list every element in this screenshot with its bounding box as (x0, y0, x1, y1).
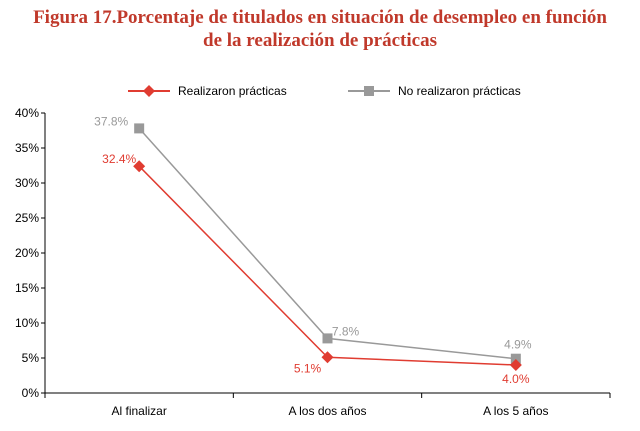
legend-label-no-realizaron: No realizaron prácticas (398, 84, 521, 98)
y-tick-label: 0% (22, 386, 40, 400)
chart-title-line-1: Figura 17.Porcentaje de titulados en sit… (33, 7, 607, 28)
y-tick-label: 25% (15, 211, 39, 225)
legend-label-realizaron: Realizaron prácticas (178, 84, 287, 98)
y-tick-label: 35% (15, 141, 39, 155)
y-tick-label: 30% (15, 176, 39, 190)
data-point-realizaron (321, 351, 334, 364)
y-tick-label: 15% (15, 281, 39, 295)
y-tick-label: 40% (15, 106, 39, 120)
chart-title: Figura 17.Porcentaje de titulados en sit… (0, 6, 640, 52)
chart-title-line-2: de la realización de prácticas (203, 30, 437, 51)
data-point-realizaron (509, 359, 522, 371)
y-tick-label: 20% (15, 246, 39, 260)
series-line-no-realizaron (138, 127, 516, 360)
data-label-realizaron: 32.4% (102, 152, 136, 166)
data-point-no-realizaron (134, 123, 145, 134)
data-label-no-realizaron: 4.9% (504, 338, 532, 352)
data-label-realizaron: 4.0% (502, 372, 530, 386)
y-tick-label: 10% (15, 316, 39, 330)
data-point-realizaron (133, 160, 146, 173)
x-tick-label: Al finalizar (111, 404, 166, 418)
legend-marker-realizaron (143, 85, 155, 97)
x-tick-label: A los 5 años (483, 404, 548, 418)
data-label-no-realizaron: 37.8% (94, 114, 128, 128)
data-label-no-realizaron: 7.8% (332, 324, 360, 338)
data-label-realizaron: 5.1% (294, 361, 322, 375)
data-point-no-realizaron (322, 333, 333, 344)
legend-marker-no-realizaron (364, 86, 374, 96)
data-point-no-realizaron (510, 353, 521, 364)
x-tick-label: A los dos años (288, 404, 366, 418)
y-tick-label: 5% (22, 351, 40, 365)
